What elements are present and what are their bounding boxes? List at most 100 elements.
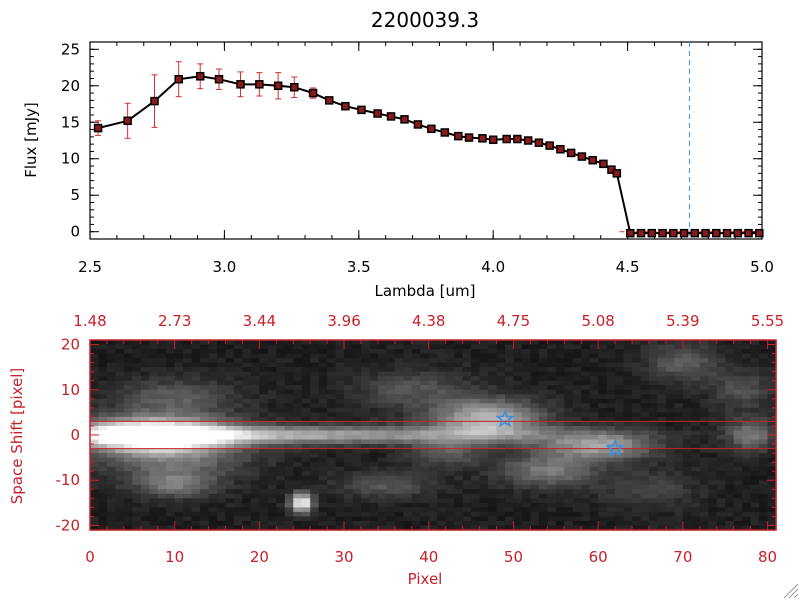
image-pixel <box>428 344 438 350</box>
image-pixel <box>564 394 574 400</box>
image-pixel <box>572 435 582 441</box>
image-pixel <box>301 480 311 486</box>
image-pixel <box>496 425 506 432</box>
image-pixel <box>589 380 599 386</box>
image-pixel <box>242 407 252 413</box>
image-pixel <box>589 344 599 350</box>
image-pixel <box>572 403 582 409</box>
image-pixel <box>352 344 362 350</box>
data-point <box>502 134 511 144</box>
image-pixel <box>106 471 117 477</box>
image-pixel <box>208 394 218 400</box>
image-pixel <box>530 376 540 382</box>
image-pixel <box>225 340 235 346</box>
image-pixel <box>225 484 235 490</box>
image-pixel <box>733 416 743 423</box>
image-pixel <box>657 444 667 450</box>
image-pixel <box>674 416 684 423</box>
image-pixel <box>208 349 218 355</box>
image-pixel <box>742 502 752 508</box>
image-pixel <box>462 430 472 436</box>
image-pixel <box>233 466 244 472</box>
image-pixel <box>411 358 421 364</box>
image-pixel <box>716 511 726 518</box>
image-pixel <box>284 457 294 463</box>
image-pixel <box>183 421 193 427</box>
image-pixel <box>471 407 481 413</box>
image-pixel <box>708 421 718 427</box>
image-pixel <box>708 489 718 495</box>
image-pixel <box>276 457 286 463</box>
image-pixel <box>369 380 379 386</box>
image-pixel <box>572 462 582 468</box>
image-pixel <box>657 466 667 472</box>
image-pixel <box>750 407 760 413</box>
image-pixel <box>606 398 616 404</box>
image-pixel <box>555 416 565 423</box>
image-pixel <box>242 353 252 359</box>
image-pixel <box>640 340 650 346</box>
image-pixel <box>377 385 388 391</box>
resize-grip[interactable] <box>783 583 799 599</box>
image-pixel <box>598 462 608 468</box>
image-pixel <box>665 394 675 400</box>
image-pixel <box>572 371 582 377</box>
image-pixel <box>242 471 252 477</box>
image-pixel <box>454 507 464 513</box>
image-pixel <box>200 471 210 477</box>
image-pixel <box>242 507 252 513</box>
image-pixel <box>411 466 421 472</box>
image-pixel <box>615 516 625 522</box>
image-pixel <box>428 371 438 377</box>
image-pixel <box>242 394 252 400</box>
image-pixel <box>166 516 176 522</box>
image-pixel <box>327 489 337 495</box>
image-pixel <box>166 349 176 355</box>
image-pixel <box>420 507 430 513</box>
image-pixel <box>208 353 218 359</box>
image-pixel <box>538 407 548 413</box>
image-pixel <box>267 430 277 436</box>
image-pixel <box>208 412 218 418</box>
image-pixel <box>674 371 684 377</box>
spectral-image-plot: 0 10 20 30 40 50 60 70 80 1.48 2.73 3.44… <box>8 312 784 588</box>
image-pixel <box>657 525 667 531</box>
image-pixel <box>115 489 125 495</box>
y-tick-label: 10 <box>61 150 80 168</box>
image-pixel <box>369 435 379 441</box>
image-pixel <box>132 362 142 368</box>
image-pixel <box>174 471 184 477</box>
image-pixel <box>471 425 481 432</box>
image-pixel <box>589 435 599 441</box>
image-pixel <box>149 516 159 522</box>
data-point <box>647 228 657 238</box>
image-pixel <box>759 457 769 463</box>
image-pixel <box>716 480 726 486</box>
image-pixel <box>691 430 701 436</box>
image-pixel <box>361 480 371 486</box>
image-pixel <box>742 507 752 513</box>
image-pixel <box>462 340 472 346</box>
image-pixel <box>504 367 515 373</box>
image-pixel <box>759 511 769 518</box>
image-pixel <box>191 520 201 527</box>
image-pixel <box>394 502 404 508</box>
image-pixel <box>725 380 735 386</box>
image-pixel <box>742 466 752 472</box>
image-pixel <box>361 525 371 531</box>
image-pixel <box>403 344 413 350</box>
image-pixel <box>310 457 320 463</box>
image-pixel <box>496 439 506 445</box>
image-pixel <box>589 471 599 477</box>
image-pixel <box>191 412 201 418</box>
image-pixel <box>691 516 701 522</box>
image-pixel <box>733 466 743 472</box>
image-pixel <box>98 444 108 450</box>
image-pixel <box>547 471 557 477</box>
image-pixel <box>369 353 379 359</box>
image-pixel <box>149 457 159 463</box>
image-pixel <box>623 444 633 450</box>
image-pixel <box>174 371 184 377</box>
image-pixel <box>657 502 667 508</box>
image-pixel <box>233 453 244 459</box>
